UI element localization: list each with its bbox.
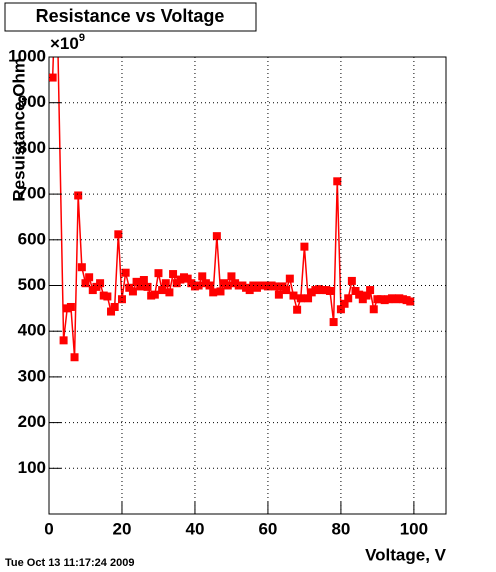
data-point — [329, 318, 338, 327]
y-tick-label: 1000 — [8, 46, 46, 65]
data-point — [274, 290, 283, 299]
y-tick-label: 700 — [18, 184, 46, 203]
data-point — [103, 292, 112, 301]
data-point — [114, 230, 123, 239]
data-point — [194, 281, 203, 290]
data-point — [121, 268, 130, 277]
x-tick-label: 60 — [258, 519, 277, 538]
data-point — [212, 232, 221, 241]
x-tick-label: 20 — [113, 519, 132, 538]
data-point — [209, 288, 218, 297]
data-point — [304, 294, 313, 303]
data-point — [77, 263, 86, 272]
data-point — [81, 279, 90, 288]
title-box — [4, 2, 257, 32]
data-point — [183, 274, 192, 283]
data-point — [198, 272, 207, 281]
y-tick-label: 300 — [18, 366, 46, 385]
data-point — [223, 281, 232, 290]
y-tick-label: 400 — [18, 321, 46, 340]
y-tick-label: 900 — [18, 92, 46, 111]
y-tick-label: 500 — [18, 275, 46, 294]
data-point — [132, 277, 141, 286]
data-point — [139, 276, 148, 285]
y-axis-label: Resuistance,Ohm — [9, 58, 28, 202]
data-point — [216, 287, 225, 296]
y-tick-label: 800 — [18, 138, 46, 157]
data-point — [143, 282, 152, 291]
y-tick-label: 200 — [18, 412, 46, 431]
data-point — [271, 282, 280, 291]
x-tick-label: 80 — [331, 519, 350, 538]
data-point — [227, 272, 236, 281]
data-area — [49, 57, 415, 362]
data-point — [49, 73, 57, 82]
timestamp: Tue Oct 13 11:17:24 2009 — [5, 557, 134, 569]
data-point — [96, 279, 105, 288]
data-point — [74, 191, 83, 200]
data-point — [110, 302, 119, 311]
data-point — [369, 305, 378, 314]
chart-title: Resistance vs Voltage — [36, 6, 225, 26]
data-point — [158, 286, 167, 295]
data-point — [70, 353, 79, 362]
data-point — [347, 276, 356, 285]
y-tick-label: 100 — [18, 458, 46, 477]
data-point — [282, 286, 291, 295]
y-multiplier-exponent: 9 — [79, 32, 85, 44]
data-point — [300, 242, 309, 251]
data-point — [154, 269, 163, 278]
data-point — [136, 282, 145, 291]
data-point — [333, 177, 342, 186]
data-point — [85, 273, 94, 282]
data-point — [107, 307, 116, 316]
data-point — [296, 294, 305, 303]
data-point — [285, 274, 294, 283]
data-point — [150, 290, 159, 299]
data-point — [355, 290, 364, 299]
y-tick-label: 600 — [18, 229, 46, 248]
data-point — [406, 297, 415, 306]
data-point — [293, 305, 302, 314]
y-multiplier: ×109 — [50, 32, 85, 54]
x-axis-label: Voltage, V — [365, 545, 447, 564]
data-point — [66, 302, 75, 311]
data-point — [128, 287, 137, 296]
data-point — [165, 288, 174, 297]
data-point — [325, 286, 334, 295]
x-tick-label: 0 — [44, 519, 53, 538]
data-point — [340, 299, 349, 308]
data-point — [117, 295, 126, 304]
data-point — [245, 286, 254, 295]
y-multiplier-base: ×10 — [50, 34, 79, 53]
x-tick-label: 40 — [185, 519, 204, 538]
data-point — [161, 279, 170, 288]
data-point — [362, 291, 371, 300]
x-tick-label: 100 — [400, 519, 428, 538]
data-point — [344, 294, 353, 303]
data-point — [366, 286, 375, 295]
data-point — [169, 270, 178, 279]
data-point — [289, 291, 298, 300]
data-point — [59, 336, 68, 345]
